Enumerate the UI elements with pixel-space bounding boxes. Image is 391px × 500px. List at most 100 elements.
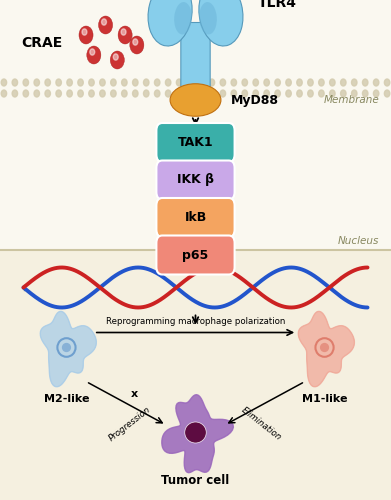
Circle shape — [89, 90, 94, 97]
Circle shape — [341, 90, 346, 97]
Circle shape — [231, 90, 237, 97]
Circle shape — [99, 16, 113, 34]
Circle shape — [133, 39, 138, 45]
Circle shape — [352, 79, 357, 86]
Circle shape — [176, 90, 182, 97]
Circle shape — [275, 90, 280, 97]
Circle shape — [143, 79, 149, 86]
Ellipse shape — [320, 343, 329, 352]
Text: TAK1: TAK1 — [178, 136, 213, 149]
FancyBboxPatch shape — [156, 160, 235, 200]
Text: Elimination: Elimination — [239, 405, 283, 442]
Circle shape — [45, 90, 50, 97]
Ellipse shape — [185, 422, 206, 443]
Circle shape — [78, 90, 83, 97]
Polygon shape — [298, 312, 354, 386]
Circle shape — [242, 90, 248, 97]
Circle shape — [286, 90, 291, 97]
Circle shape — [319, 90, 324, 97]
Circle shape — [34, 90, 39, 97]
Circle shape — [384, 79, 390, 86]
Circle shape — [384, 90, 390, 97]
Text: Membrane: Membrane — [323, 95, 379, 105]
Circle shape — [165, 90, 171, 97]
Circle shape — [56, 90, 61, 97]
Ellipse shape — [199, 0, 243, 46]
Ellipse shape — [170, 84, 221, 116]
Circle shape — [122, 79, 127, 86]
Circle shape — [308, 90, 313, 97]
Circle shape — [187, 79, 193, 86]
Circle shape — [297, 90, 302, 97]
FancyBboxPatch shape — [156, 123, 235, 162]
Circle shape — [330, 90, 335, 97]
Text: M2-like: M2-like — [44, 394, 89, 404]
FancyBboxPatch shape — [181, 22, 210, 102]
Circle shape — [362, 90, 368, 97]
Text: Progression: Progression — [108, 405, 152, 444]
Circle shape — [187, 90, 193, 97]
Circle shape — [308, 79, 313, 86]
Circle shape — [165, 79, 171, 86]
Circle shape — [1, 79, 7, 86]
Circle shape — [231, 79, 237, 86]
Circle shape — [264, 90, 269, 97]
Circle shape — [102, 19, 106, 25]
Polygon shape — [162, 394, 233, 472]
Circle shape — [12, 90, 18, 97]
Circle shape — [297, 79, 302, 86]
Ellipse shape — [199, 2, 217, 34]
Polygon shape — [40, 312, 96, 386]
Circle shape — [198, 90, 204, 97]
Circle shape — [362, 79, 368, 86]
Text: IkB: IkB — [185, 211, 206, 224]
Text: M1-like: M1-like — [302, 394, 347, 404]
Circle shape — [220, 90, 226, 97]
Circle shape — [111, 79, 116, 86]
Circle shape — [319, 79, 324, 86]
Text: Nucleus: Nucleus — [338, 236, 379, 246]
Circle shape — [34, 79, 39, 86]
Circle shape — [264, 79, 269, 86]
Circle shape — [67, 90, 72, 97]
Circle shape — [352, 90, 357, 97]
Circle shape — [253, 90, 258, 97]
Circle shape — [130, 36, 144, 54]
Circle shape — [220, 79, 226, 86]
Circle shape — [100, 79, 105, 86]
Circle shape — [121, 29, 126, 35]
Circle shape — [286, 79, 291, 86]
Circle shape — [133, 79, 138, 86]
Circle shape — [56, 79, 61, 86]
Circle shape — [79, 26, 93, 44]
Text: Reprogramming macrophage polarization: Reprogramming macrophage polarization — [106, 318, 285, 326]
Text: x: x — [130, 389, 138, 399]
FancyBboxPatch shape — [156, 236, 235, 275]
Circle shape — [133, 90, 138, 97]
Text: Tumor cell: Tumor cell — [161, 474, 230, 486]
Text: TLR4: TLR4 — [258, 0, 297, 10]
Ellipse shape — [62, 343, 71, 352]
Ellipse shape — [174, 2, 192, 34]
Circle shape — [89, 79, 94, 86]
Circle shape — [111, 90, 116, 97]
Circle shape — [209, 79, 215, 86]
Circle shape — [23, 79, 29, 86]
Circle shape — [78, 79, 83, 86]
Circle shape — [67, 79, 72, 86]
Circle shape — [154, 79, 160, 86]
Text: p65: p65 — [182, 248, 209, 262]
Circle shape — [176, 79, 182, 86]
Circle shape — [198, 79, 204, 86]
Text: CRAE: CRAE — [22, 36, 63, 50]
Circle shape — [90, 49, 95, 55]
Circle shape — [87, 46, 101, 64]
Circle shape — [330, 79, 335, 86]
FancyBboxPatch shape — [156, 198, 235, 237]
Ellipse shape — [148, 0, 192, 46]
Circle shape — [118, 26, 132, 44]
Circle shape — [154, 90, 160, 97]
Circle shape — [275, 79, 280, 86]
Circle shape — [242, 79, 248, 86]
Circle shape — [122, 90, 127, 97]
